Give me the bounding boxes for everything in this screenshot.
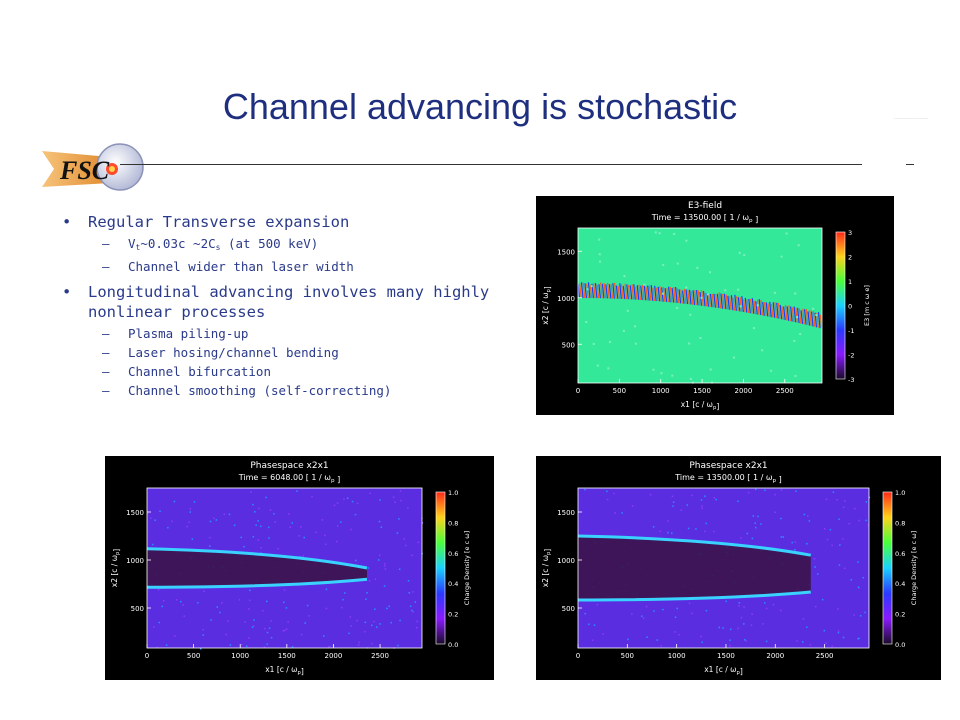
x-tick-label: 0 bbox=[576, 652, 580, 660]
colorbar-label: Charge Density [e c ω] bbox=[910, 531, 918, 605]
plot-time: Time = 13500.00 [ 1 / ωp ] bbox=[674, 473, 782, 484]
colorbar-tick: 0.0 bbox=[448, 641, 458, 649]
y-tick-label: 1000 bbox=[557, 295, 575, 303]
colorbar bbox=[835, 231, 846, 380]
x-tick-label: 2500 bbox=[776, 387, 794, 395]
x-axis-label: x1 [c / ωp] bbox=[265, 665, 304, 676]
phasespace-plot-early: Phasespace x2x1 Time = 6048.00 [ 1 / ωp ]… bbox=[105, 456, 494, 680]
ps2-svg: Phasespace x2x1 Time = 13500.00 [ 1 / ωp … bbox=[541, 461, 918, 676]
x-tick-label: 500 bbox=[187, 652, 200, 660]
x-tick-label: 2500 bbox=[371, 652, 389, 660]
colorbar bbox=[882, 491, 893, 645]
x-tick-label: 2500 bbox=[816, 652, 834, 660]
y-tick-label: 500 bbox=[562, 341, 575, 349]
colorbar-label: E3 [m c ω e] bbox=[863, 285, 871, 326]
sub-bullet: Channel wider than laser width bbox=[62, 257, 502, 276]
x-tick-label: 1500 bbox=[693, 387, 711, 395]
x-tick-label: 1000 bbox=[668, 652, 686, 660]
plot-title: Phasespace x2x1 bbox=[689, 461, 767, 471]
y-axis-label: x2 [c / ωp] bbox=[541, 286, 552, 325]
colorbar-tick: 0.8 bbox=[448, 519, 458, 527]
x-tick-label: 1500 bbox=[278, 652, 296, 660]
field-pattern bbox=[146, 490, 424, 650]
colorbar-tick: 1 bbox=[848, 278, 852, 286]
colorbar bbox=[435, 491, 446, 645]
plot-title: E3-field bbox=[688, 201, 722, 211]
y-tick-label: 500 bbox=[562, 605, 575, 613]
sub-bullet: Plasma piling-up bbox=[62, 324, 502, 343]
colorbar-label: Charge Density [e c ω] bbox=[463, 531, 471, 605]
colorbar-tick: 0 bbox=[848, 303, 852, 311]
e3-field-plot: E3-field Time = 13500.00 [ 1 / ωp ] 0 500 10… bbox=[536, 196, 894, 415]
colorbar-tick: 0.4 bbox=[895, 580, 905, 588]
x-tick-label: 1500 bbox=[717, 652, 735, 660]
y-tick-label: 1000 bbox=[557, 557, 575, 565]
bullet-2: Longitudinal advancing involves many hig… bbox=[62, 282, 502, 322]
x-tick-label: 2000 bbox=[325, 652, 343, 660]
field-pattern bbox=[577, 488, 871, 648]
x-tick-label: 0 bbox=[145, 652, 149, 660]
x-tick-label: 1000 bbox=[231, 652, 249, 660]
fsc-logo: FSC bbox=[42, 143, 144, 191]
x-axis-label: x1 [c / ωp] bbox=[704, 665, 743, 676]
ps1-svg: Phasespace x2x1 Time = 6048.00 [ 1 / ωp ]… bbox=[110, 461, 471, 676]
field-pattern bbox=[577, 231, 823, 384]
colorbar-tick: 0.4 bbox=[448, 580, 458, 588]
title-rule bbox=[120, 164, 862, 165]
plot-title: Phasespace x2x1 bbox=[250, 461, 328, 471]
colorbar-tick: 3 bbox=[848, 229, 852, 237]
colorbar-tick: 0.6 bbox=[448, 550, 458, 558]
slide-title: Channel advancing is stochastic bbox=[222, 86, 738, 127]
colorbar-tick: 2 bbox=[848, 254, 852, 262]
plot-time: Time = 13500.00 [ 1 / ωp ] bbox=[651, 213, 759, 224]
colorbar-tick: -3 bbox=[848, 376, 854, 384]
colorbar-tick: 0.2 bbox=[448, 611, 458, 619]
x-tick-label: 0 bbox=[576, 387, 580, 395]
sub-bullet: Laser hosing/channel bending bbox=[62, 343, 502, 362]
sub-bullet: Vt~0.03c ~2Cs (at 500 keV) bbox=[62, 234, 502, 257]
y-axis-label: x2 [c / ωp] bbox=[541, 549, 552, 588]
phasespace-plot-late: Phasespace x2x1 Time = 13500.00 [ 1 / ωp … bbox=[536, 456, 941, 680]
bullet-1: Regular Transverse expansion bbox=[62, 212, 502, 232]
sub-bullet: Channel smoothing (self-correcting) bbox=[62, 381, 502, 400]
colorbar-tick: 0.6 bbox=[895, 550, 905, 558]
small-text: .................................... bbox=[894, 116, 929, 120]
x-tick-label: 2000 bbox=[766, 652, 784, 660]
x-axis-label: x1 [c / ωp] bbox=[681, 400, 720, 411]
y-tick-label: 1500 bbox=[557, 248, 575, 256]
y-tick-label: 500 bbox=[131, 605, 144, 613]
x-tick-label: 500 bbox=[621, 652, 634, 660]
y-tick-label: 1500 bbox=[557, 509, 575, 517]
bullet-list: Regular Transverse expansion Vt~0.03c ~2… bbox=[62, 212, 502, 406]
x-tick-label: 500 bbox=[613, 387, 626, 395]
x-tick-label: 2000 bbox=[735, 387, 753, 395]
colorbar-tick: 0.0 bbox=[895, 641, 905, 649]
x-tick-label: 1000 bbox=[652, 387, 670, 395]
title-rule-end bbox=[906, 164, 914, 165]
y-axis-label: x2 [c / ωp] bbox=[110, 549, 121, 588]
y-tick-label: 1500 bbox=[126, 509, 144, 517]
colorbar-tick: 1.0 bbox=[448, 489, 458, 497]
sub-bullet: Channel bifurcation bbox=[62, 362, 502, 381]
colorbar-tick: 0.2 bbox=[895, 611, 905, 619]
colorbar-tick: 1.0 bbox=[895, 489, 905, 497]
logo-text: FSC bbox=[59, 156, 110, 185]
colorbar-tick: 0.8 bbox=[895, 519, 905, 527]
plot-time: Time = 6048.00 [ 1 / ωp ] bbox=[238, 473, 340, 484]
colorbar-tick: -1 bbox=[848, 327, 854, 335]
colorbar-tick: -2 bbox=[848, 352, 854, 360]
y-tick-label: 1000 bbox=[126, 557, 144, 565]
